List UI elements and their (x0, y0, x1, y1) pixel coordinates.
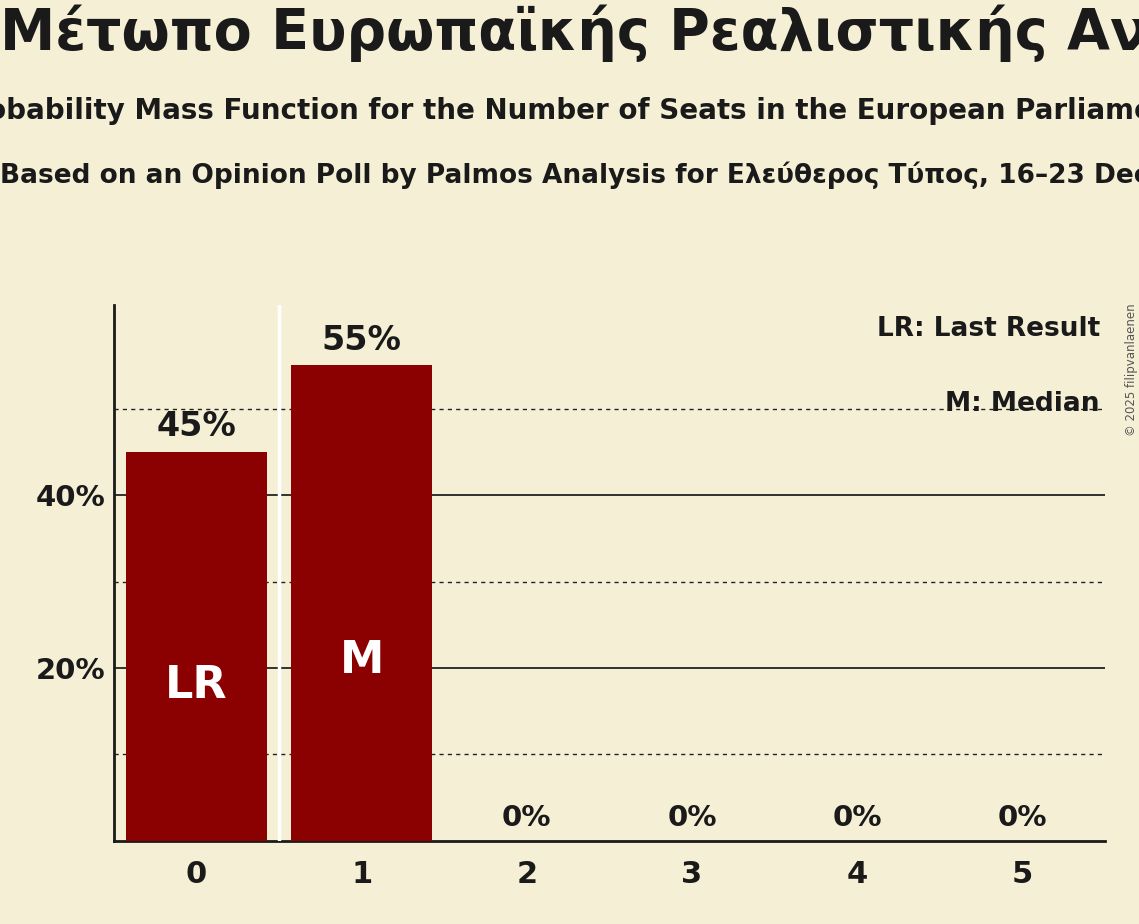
Text: M: M (339, 638, 384, 682)
Text: 0%: 0% (502, 804, 551, 833)
Text: Μέτωπο Ευρωπαϊκής Ρεαλιστικής Ανυπακοής (GUE/NG: Μέτωπο Ευρωπαϊκής Ρεαλιστικής Ανυπακοής … (0, 5, 1139, 62)
Text: Based on an Opinion Poll by Palmos Analysis for Ελεύθερος Τύπος, 16–23 December : Based on an Opinion Poll by Palmos Analy… (0, 162, 1139, 189)
Text: M: Median: M: Median (945, 391, 1100, 417)
Text: 0%: 0% (667, 804, 716, 833)
Text: © 2025 filipvanlaenen: © 2025 filipvanlaenen (1124, 303, 1138, 436)
Text: LR: LR (165, 663, 228, 707)
Text: 55%: 55% (321, 323, 402, 357)
Text: LR: Last Result: LR: Last Result (877, 316, 1100, 342)
Text: Probability Mass Function for the Number of Seats in the European Parliament: Probability Mass Function for the Number… (0, 97, 1139, 125)
Bar (126, 452, 267, 841)
Text: 0%: 0% (833, 804, 882, 833)
Text: 45%: 45% (156, 410, 237, 444)
Bar (292, 365, 432, 841)
Text: 0%: 0% (998, 804, 1047, 833)
